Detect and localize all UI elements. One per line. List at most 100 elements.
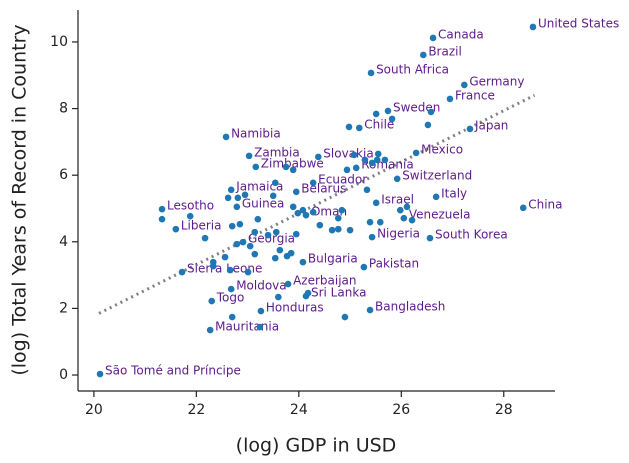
- point-label: Mauritania: [215, 320, 279, 334]
- point: [316, 221, 324, 229]
- point-label: Venezuela: [409, 208, 471, 222]
- point-label: Georgia: [248, 232, 295, 246]
- point: [424, 121, 432, 129]
- point: [158, 215, 166, 223]
- point: [403, 203, 411, 211]
- point: [251, 228, 259, 236]
- point: [241, 191, 249, 199]
- x-axis-label: (log) GDP in USD: [236, 435, 397, 457]
- point-label: São Tomé and Príncipe: [105, 364, 241, 378]
- x-tick-label: 28: [495, 402, 513, 418]
- point: [341, 313, 349, 321]
- point: [228, 222, 236, 230]
- point: [376, 218, 384, 226]
- y-tick-label: 0: [59, 367, 68, 383]
- point-label: Nigeria: [377, 227, 420, 241]
- point: [314, 153, 322, 161]
- point-label: Slovakia: [323, 146, 373, 160]
- point: [338, 206, 346, 214]
- point-label: Ecuador: [318, 172, 367, 186]
- point: [172, 225, 180, 233]
- y-tick-label: 8: [59, 101, 68, 117]
- point: [461, 81, 468, 89]
- point: [271, 179, 279, 187]
- point: [381, 156, 389, 164]
- point: [222, 133, 230, 141]
- point: [361, 156, 369, 164]
- point-label: Togo: [216, 291, 245, 305]
- point: [282, 163, 290, 171]
- point: [372, 199, 380, 207]
- point: [368, 159, 376, 167]
- point-label: Guinea: [242, 196, 285, 210]
- point-label: Bangladesh: [375, 300, 445, 314]
- point-label: Bulgaria: [308, 252, 358, 266]
- point: [284, 280, 292, 288]
- point-label: Zambia: [254, 145, 300, 159]
- point: [304, 289, 312, 297]
- point: [244, 268, 252, 276]
- point: [368, 233, 376, 241]
- point: [292, 188, 300, 196]
- point-label: Namibia: [231, 126, 281, 140]
- point-label: Chile: [364, 117, 394, 131]
- y-tick-label: 6: [59, 167, 68, 183]
- point: [271, 254, 279, 262]
- point: [178, 268, 186, 276]
- point-label: Liberia: [181, 219, 222, 233]
- point: [519, 204, 527, 212]
- point: [345, 123, 353, 131]
- x-tick-label: 20: [85, 402, 103, 418]
- point: [373, 156, 381, 164]
- point: [252, 163, 260, 171]
- point: [245, 152, 253, 160]
- point-label: Italy: [441, 186, 467, 200]
- point-label: Belarus: [301, 181, 346, 195]
- point-label: Azerbaijan: [293, 274, 356, 288]
- point-label: China: [528, 197, 562, 211]
- point: [299, 258, 307, 266]
- point: [400, 214, 408, 222]
- point: [299, 206, 307, 214]
- point-label: Canada: [438, 27, 484, 41]
- point: [360, 263, 368, 271]
- point: [374, 150, 382, 158]
- point: [302, 211, 310, 219]
- point-label: Switzerland: [402, 168, 472, 182]
- point: [328, 226, 336, 234]
- y-tick-label: 4: [59, 234, 68, 250]
- point: [396, 206, 404, 214]
- x-tick-label: 26: [392, 402, 410, 418]
- point: [227, 186, 235, 194]
- y-tick-label: 2: [59, 300, 68, 316]
- point: [208, 297, 216, 305]
- point: [366, 306, 374, 314]
- point: [186, 212, 194, 220]
- point: [227, 285, 235, 293]
- point: [346, 226, 354, 234]
- point: [287, 249, 295, 257]
- point: [432, 193, 440, 201]
- point-label: Mexico: [421, 142, 463, 156]
- y-tick-label: 10: [50, 34, 68, 50]
- point-label: Brazil: [428, 44, 462, 58]
- point-label: Japan: [474, 118, 508, 132]
- point-label: France: [455, 88, 495, 102]
- point: [246, 242, 254, 250]
- point: [388, 115, 396, 123]
- point: [289, 166, 297, 174]
- point-label: Sri Lanka: [311, 286, 366, 300]
- point-label: Moldova: [236, 279, 286, 293]
- point: [372, 110, 380, 118]
- x-tick-label: 24: [290, 402, 308, 418]
- point: [209, 262, 217, 270]
- point: [366, 218, 374, 226]
- point: [292, 230, 300, 238]
- point: [334, 214, 342, 222]
- point: [393, 175, 401, 183]
- point: [334, 225, 342, 233]
- point: [233, 203, 241, 211]
- point-label: United States: [538, 16, 619, 30]
- point: [239, 238, 247, 246]
